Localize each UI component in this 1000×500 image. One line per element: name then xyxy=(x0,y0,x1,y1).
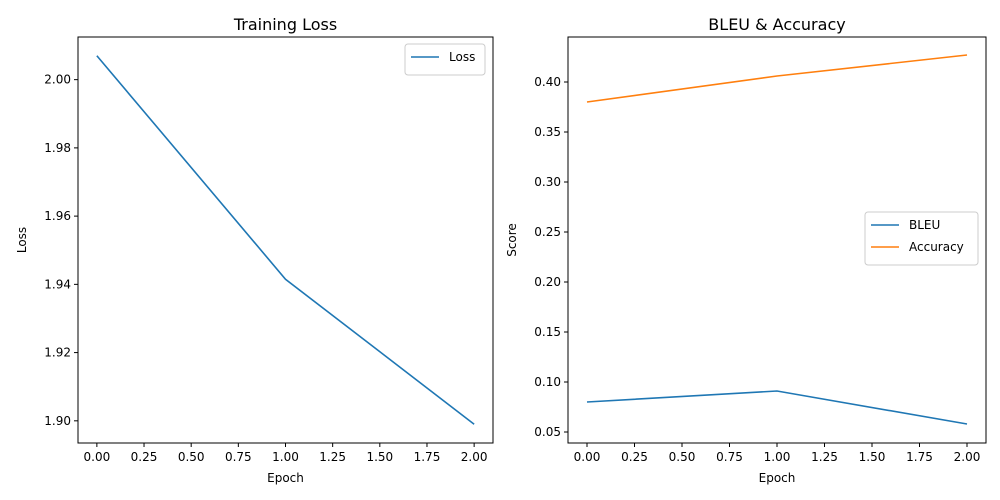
y-tick-label: 2.00 xyxy=(44,73,71,87)
y-tick-label: 1.90 xyxy=(44,414,71,428)
chart-title: Training Loss xyxy=(233,15,337,34)
x-axis-label: Epoch xyxy=(267,471,304,485)
x-tick-label: 0.00 xyxy=(574,450,601,464)
x-tick-label: 1.00 xyxy=(272,450,299,464)
y-tick-label: 1.94 xyxy=(44,277,71,291)
legend-label: Loss xyxy=(449,50,475,64)
legend-box xyxy=(404,43,486,76)
y-tick-label: 0.30 xyxy=(534,175,561,189)
y-tick-label: 0.10 xyxy=(534,375,561,389)
y-tick-label: 1.98 xyxy=(44,141,71,155)
x-tick-label: 1.50 xyxy=(859,450,886,464)
y-tick-label: 0.15 xyxy=(534,325,561,339)
x-tick-label: 0.25 xyxy=(131,450,158,464)
x-tick-label: 2.00 xyxy=(461,450,488,464)
x-tick-label: 0.25 xyxy=(621,450,648,464)
y-tick-label: 0.40 xyxy=(534,75,561,89)
legend: Loss xyxy=(404,43,486,76)
plot-frame xyxy=(567,36,987,444)
x-tick-label: 1.75 xyxy=(906,450,933,464)
x-tick-label: 0.00 xyxy=(84,450,111,464)
legend: BLEU Accuracy xyxy=(864,211,979,266)
plot-frame xyxy=(77,36,494,444)
x-tick-label: 0.75 xyxy=(716,450,743,464)
x-tick-label: 0.50 xyxy=(669,450,696,464)
series-line-bleu xyxy=(586,390,968,425)
y-tick-label: 0.20 xyxy=(534,275,561,289)
x-tick-label: 0.75 xyxy=(225,450,252,464)
x-tick-label: 2.00 xyxy=(954,450,981,464)
x-tick-label: 1.25 xyxy=(319,450,346,464)
x-tick-label: 1.75 xyxy=(414,450,441,464)
x-tick-label: 1.00 xyxy=(764,450,791,464)
series-line-loss xyxy=(96,55,475,425)
chart-panel-1: Training Loss 0.00 0.25 0.50 0.75 1.00 1.25 1.5… xyxy=(15,15,494,485)
chart-panel-2: BLEU & Accuracy 0.00 0.25 0.50 0.75 1.00 1.25 1… xyxy=(505,15,987,485)
y-tick-label: 0.35 xyxy=(534,125,561,139)
y-tick-label: 1.96 xyxy=(44,209,71,223)
series-line-accuracy xyxy=(586,54,968,103)
y-tick-label: 0.25 xyxy=(534,225,561,239)
x-tick-label: 1.25 xyxy=(811,450,838,464)
y-tick-label: 1.92 xyxy=(44,346,71,360)
y-axis-label: Score xyxy=(505,223,519,257)
y-axis-label: Loss xyxy=(15,227,29,253)
chart-title: BLEU & Accuracy xyxy=(708,15,845,34)
y-tick-label: 0.05 xyxy=(534,425,561,439)
x-tick-label: 1.50 xyxy=(366,450,393,464)
x-axis-label: Epoch xyxy=(759,471,796,485)
x-tick-label: 0.50 xyxy=(178,450,205,464)
legend-label: Accuracy xyxy=(909,240,964,254)
legend-label: BLEU xyxy=(909,218,940,232)
